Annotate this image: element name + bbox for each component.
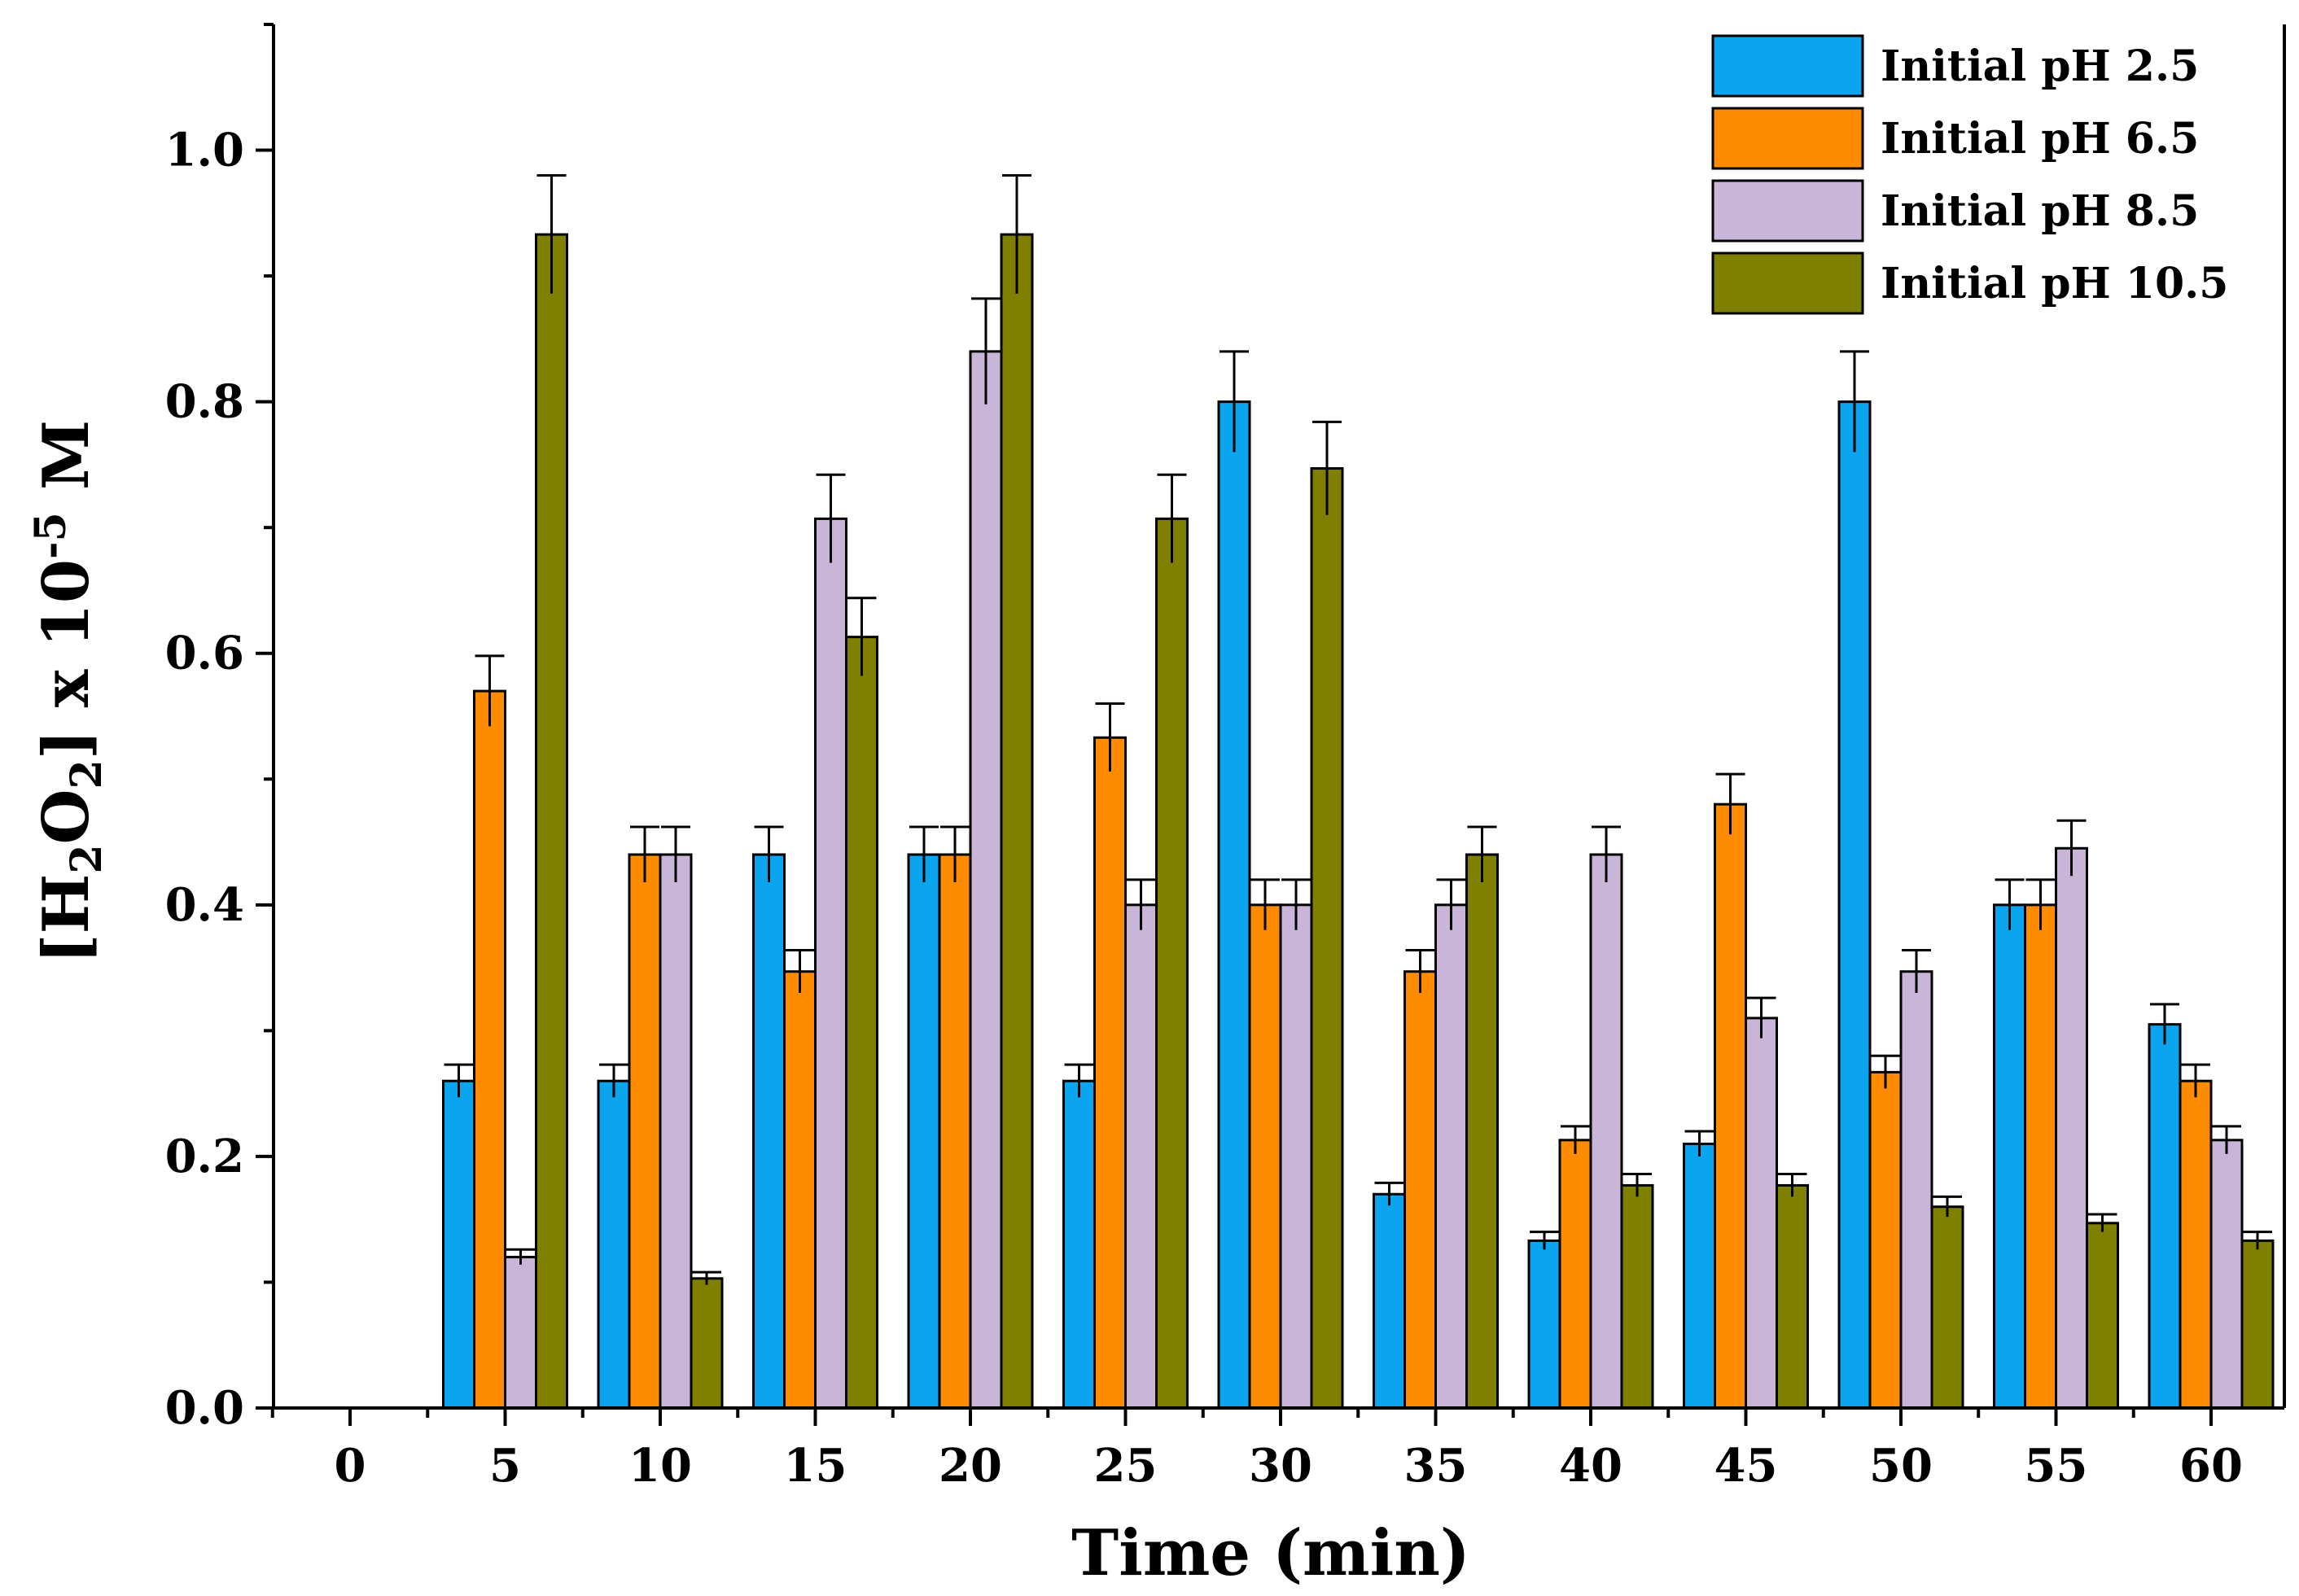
bar-25-series-4	[1155, 517, 1189, 1410]
bar-60-series-3	[2209, 1139, 2244, 1410]
bar-55-series-4	[2086, 1222, 2119, 1410]
bar-15-series-4	[845, 636, 878, 1410]
x-tick-label: 55	[2025, 1439, 2088, 1493]
bar-5-series-2	[473, 689, 506, 1410]
bar-5-series-4	[535, 233, 568, 1410]
x-tick-label: 60	[2179, 1439, 2243, 1493]
bar-10-series-2	[628, 853, 662, 1410]
bar-10-series-3	[659, 853, 693, 1410]
bar-60-series-4	[2240, 1239, 2275, 1410]
bar-55-series-1	[1993, 903, 2026, 1410]
y-tick-label: 0.2	[165, 1130, 244, 1183]
bar-40-series-1	[1527, 1239, 1561, 1410]
y-axis-title-part: ] x 10	[29, 559, 103, 759]
bar-55-series-2	[2024, 903, 2057, 1410]
y-axis-title-part: -5	[26, 512, 76, 559]
x-tick-label: 0	[335, 1439, 366, 1493]
bar-20-series-1	[907, 853, 941, 1410]
y-axis-title-part: [H	[29, 874, 103, 964]
x-axis-title: Time (min)	[1071, 1516, 1470, 1590]
bar-45-series-4	[1776, 1183, 1809, 1410]
legend: Initial pH 2.5 Initial pH 6.5 Initial pH 8…	[1711, 34, 2228, 315]
bar-30-series-1	[1217, 400, 1251, 1410]
bar-50-series-4	[1930, 1205, 1964, 1410]
y-tick-label: 0.6	[165, 627, 244, 680]
bar-30-series-3	[1279, 903, 1313, 1410]
y-tick-label: 0.4	[165, 878, 244, 932]
legend-swatch-series-4	[1711, 251, 1864, 315]
legend-swatch-series-3	[1711, 179, 1864, 243]
y-axis-title-part: O	[29, 789, 103, 844]
legend-label-series-1: Initial pH 2.5	[1881, 42, 2199, 91]
y-tick-label: 1.0	[165, 124, 244, 177]
bar-60-series-2	[2179, 1079, 2213, 1410]
bar-15-series-3	[814, 517, 847, 1410]
bar-45-series-2	[1714, 802, 1747, 1410]
bar-35-series-3	[1434, 903, 1468, 1410]
bar-60-series-1	[2148, 1023, 2182, 1410]
bar-50-series-1	[1837, 400, 1872, 1410]
bar-25-series-3	[1124, 903, 1158, 1410]
bar-45-series-1	[1683, 1142, 1716, 1410]
x-tick-label: 5	[489, 1439, 521, 1493]
bar-45-series-3	[1745, 1017, 1778, 1410]
bar-25-series-1	[1062, 1079, 1096, 1410]
bars-layer	[442, 233, 2275, 1410]
x-tick-label: 30	[1249, 1439, 1312, 1493]
x-tick-label: 10	[628, 1439, 692, 1493]
legend-label-series-2: Initial pH 6.5	[1881, 114, 2199, 164]
bar-10-series-1	[597, 1079, 631, 1410]
y-axis-title: [H2O2] x 10-5 M	[26, 420, 112, 964]
x-tick-labels: 0 5 10 15 20 25 30 35 40 45 50 55 60	[335, 1439, 2243, 1493]
bar-30-series-2	[1248, 903, 1282, 1410]
y-tick-labels: 0.0 0.2 0.4 0.6 0.8 1.0	[165, 124, 244, 1435]
legend-label-series-4: Initial pH 10.5	[1881, 259, 2228, 308]
x-tick-label: 40	[1559, 1439, 1622, 1493]
y-axis-title-part: 2	[62, 844, 112, 873]
bar-20-series-3	[969, 350, 1003, 1410]
bar-5-series-3	[504, 1256, 537, 1410]
legend-swatch-series-2	[1711, 107, 1864, 170]
bar-5-series-1	[442, 1079, 475, 1410]
x-tick-label: 45	[1714, 1439, 1778, 1493]
x-tick-label: 25	[1094, 1439, 1158, 1493]
legend-swatch-series-1	[1711, 34, 1864, 98]
bar-40-series-3	[1589, 853, 1623, 1410]
x-tick-label: 35	[1404, 1439, 1468, 1493]
legend-label-series-3: Initial pH 8.5	[1881, 186, 2199, 236]
bar-15-series-1	[752, 853, 786, 1410]
bar-20-series-2	[938, 853, 972, 1410]
bar-35-series-2	[1403, 970, 1437, 1410]
y-axis-title-part: M	[29, 420, 103, 513]
y-axis-title-part: 2	[62, 759, 112, 789]
bar-55-series-3	[2055, 846, 2088, 1410]
bar-10-series-4	[690, 1277, 724, 1410]
bar-35-series-4	[1465, 853, 1499, 1410]
bar-35-series-1	[1373, 1192, 1406, 1410]
x-tick-label: 20	[939, 1439, 1002, 1493]
bar-50-series-2	[1868, 1070, 1903, 1410]
bar-40-series-2	[1558, 1139, 1592, 1410]
x-tick-label: 50	[1869, 1439, 1933, 1493]
axes-layer	[256, 23, 2286, 1426]
error-bars-layer	[444, 173, 2272, 1285]
bar-15-series-2	[783, 970, 817, 1410]
y-tick-label: 0.8	[165, 375, 244, 429]
x-tick-label: 15	[784, 1439, 847, 1493]
bar-40-series-4	[1620, 1183, 1654, 1410]
bar-25-series-2	[1093, 736, 1127, 1410]
bar-20-series-4	[1000, 233, 1034, 1410]
bar-30-series-4	[1310, 467, 1344, 1410]
y-tick-label: 0.0	[165, 1381, 244, 1435]
bar-50-series-3	[1899, 970, 1933, 1410]
